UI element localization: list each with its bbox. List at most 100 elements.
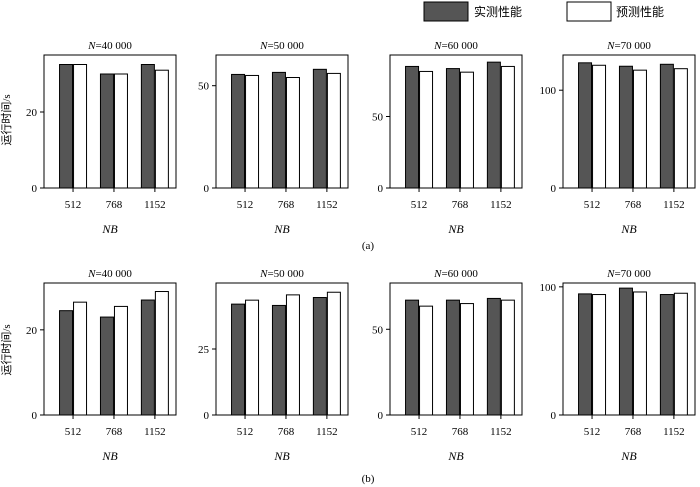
bar-measured-768 bbox=[99, 316, 114, 416]
panel-title: N=40 000 bbox=[87, 40, 132, 52]
y-tick-label: 25 bbox=[198, 344, 210, 356]
bar-predicted-1152 bbox=[500, 299, 515, 416]
bar-measured-768 bbox=[445, 68, 460, 189]
x-tick-label: 1152 bbox=[490, 426, 512, 438]
bar-measured-1152 bbox=[140, 299, 155, 416]
x-tick-label: 1152 bbox=[490, 199, 512, 211]
plot-frame bbox=[43, 54, 177, 189]
x-axis-label: NB bbox=[447, 449, 464, 463]
y-tick-label: 0 bbox=[204, 410, 210, 422]
x-tick-label: 768 bbox=[625, 426, 642, 438]
bar-measured-1152 bbox=[659, 294, 674, 416]
x-axis-label: NB bbox=[447, 222, 464, 236]
bar-measured-512 bbox=[59, 64, 74, 189]
panel-title: N=60 000 bbox=[433, 268, 478, 280]
bar-predicted-1152 bbox=[154, 69, 169, 189]
x-axis-label: NB bbox=[101, 449, 118, 463]
y-tick-label: 0 bbox=[32, 183, 38, 195]
bar-measured-512 bbox=[405, 299, 420, 416]
panel-a-2: 512 768 1152 0 50 N=50 000 NB bbox=[198, 40, 349, 236]
panel-title: N=60 000 bbox=[433, 40, 478, 52]
bar-measured-512 bbox=[578, 293, 593, 416]
bar-measured-1152 bbox=[659, 63, 674, 189]
bar-predicted-768 bbox=[459, 303, 474, 416]
y-tick-label: 50 bbox=[198, 81, 210, 93]
bar-predicted-768 bbox=[113, 73, 128, 189]
bar-measured-512 bbox=[231, 303, 246, 416]
panel-title: N=40 000 bbox=[87, 268, 132, 280]
x-tick-label: 1152 bbox=[316, 426, 338, 438]
bar-predicted-768 bbox=[113, 305, 128, 416]
x-axis-label: NB bbox=[273, 449, 290, 463]
panel-title: N=70 000 bbox=[606, 268, 651, 280]
bar-predicted-512 bbox=[245, 299, 260, 416]
y-tick-label: 50 bbox=[372, 324, 384, 336]
bar-predicted-1152 bbox=[326, 72, 341, 189]
x-tick-label: 1152 bbox=[144, 199, 166, 211]
y-tick-label: 50 bbox=[372, 111, 384, 123]
bar-predicted-768 bbox=[632, 291, 647, 416]
bar-predicted-1152 bbox=[326, 291, 341, 416]
plot-frame bbox=[389, 282, 523, 416]
y-tick-label: 0 bbox=[204, 183, 210, 195]
panel-b-1: 512 768 1152 0 20 N=40 000 NB bbox=[26, 268, 177, 463]
panel-a-4: 512 768 1152 0 100 N=70 000 NB bbox=[540, 40, 696, 236]
y-tick-label: 100 bbox=[540, 85, 557, 97]
bar-predicted-768 bbox=[459, 71, 474, 189]
y-tick-label: 100 bbox=[540, 282, 557, 294]
x-tick-label: 1152 bbox=[663, 199, 685, 211]
bar-measured-768 bbox=[618, 287, 633, 416]
panel-b-2: 512 768 1152 0 25 N=50 000 NB bbox=[198, 268, 349, 463]
bar-predicted-768 bbox=[285, 294, 300, 416]
legend: 实测性能 预测性能 bbox=[423, 1, 664, 22]
x-tick-label: 768 bbox=[625, 199, 642, 211]
x-axis-label: NB bbox=[620, 449, 637, 463]
panel-title: N=50 000 bbox=[259, 268, 304, 280]
plot-frame bbox=[562, 54, 696, 189]
bar-measured-512 bbox=[578, 62, 593, 189]
x-tick-label: 768 bbox=[278, 199, 295, 211]
bar-measured-1152 bbox=[486, 297, 501, 416]
y-tick-label: 0 bbox=[551, 410, 557, 422]
y-tick-label: 0 bbox=[378, 183, 384, 195]
y-tick-label: 0 bbox=[551, 183, 557, 195]
x-tick-label: 1152 bbox=[316, 199, 338, 211]
bar-measured-512 bbox=[59, 310, 74, 416]
bar-predicted-1152 bbox=[673, 68, 688, 189]
legend-swatch-predicted bbox=[566, 1, 612, 22]
legend-label-measured: 实测性能 bbox=[474, 4, 522, 19]
y-tick-label: 20 bbox=[26, 107, 38, 119]
x-tick-label: 512 bbox=[237, 426, 254, 438]
bar-measured-768 bbox=[445, 299, 460, 416]
legend-swatch-measured bbox=[423, 1, 469, 22]
y-tick-label: 0 bbox=[32, 410, 38, 422]
bar-measured-512 bbox=[231, 73, 246, 189]
panel-title: N=70 000 bbox=[606, 40, 651, 52]
x-tick-label: 1152 bbox=[144, 426, 166, 438]
subfigure-label-a: (a) bbox=[362, 240, 375, 252]
x-tick-label: 768 bbox=[106, 199, 123, 211]
x-axis-label: NB bbox=[273, 222, 290, 236]
x-tick-label: 512 bbox=[411, 199, 428, 211]
bar-predicted-1152 bbox=[500, 65, 515, 189]
x-tick-label: 768 bbox=[452, 199, 469, 211]
plot-frame bbox=[215, 54, 349, 189]
panel-a-3: 512 768 1152 0 50 N=60 000 NB bbox=[372, 40, 523, 236]
bar-predicted-512 bbox=[73, 301, 88, 416]
y-tick-label: 0 bbox=[378, 410, 384, 422]
bar-predicted-512 bbox=[419, 70, 434, 189]
x-tick-label: 768 bbox=[106, 426, 123, 438]
bar-predicted-768 bbox=[285, 77, 300, 189]
panel-b-3: 512 768 1152 0 50 N=60 000 NB bbox=[372, 268, 523, 463]
x-tick-label: 768 bbox=[452, 426, 469, 438]
y-axis-label-row-a: 运行时间/s bbox=[0, 94, 13, 145]
x-tick-label: 512 bbox=[65, 426, 82, 438]
legend-label-predicted: 预测性能 bbox=[616, 5, 664, 19]
chart-panels: 512 768 1152 0 20 N=40 000 NB 512 768 1152 0 50 N=50… bbox=[26, 40, 696, 463]
y-tick-label: 20 bbox=[26, 325, 38, 337]
x-tick-label: 512 bbox=[584, 426, 601, 438]
plot-frame bbox=[43, 282, 177, 416]
x-axis-label: NB bbox=[620, 222, 637, 236]
bar-predicted-1152 bbox=[154, 291, 169, 416]
